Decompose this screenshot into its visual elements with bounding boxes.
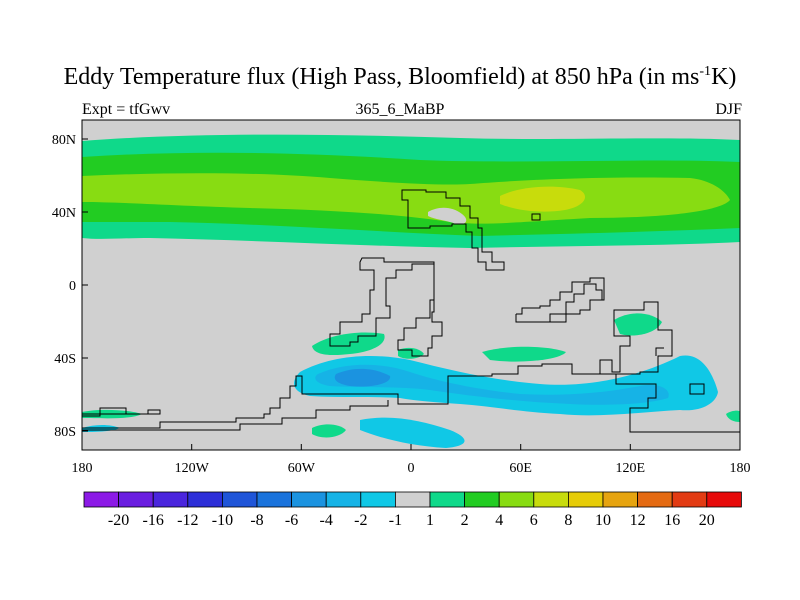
tick-marks xyxy=(81,138,741,450)
east-edge-patch xyxy=(726,410,740,422)
x-tick-label: 180 xyxy=(730,461,751,476)
coastline-africa xyxy=(329,257,443,357)
x-tick-label: 120E xyxy=(616,461,646,476)
colorbar-swatch xyxy=(118,491,154,508)
colorbar-swatch xyxy=(671,491,708,508)
y-tick-label: 80N xyxy=(52,133,76,148)
colorbar-label: 12 xyxy=(630,512,646,529)
season-label: DJF xyxy=(715,101,742,118)
coastline-europe xyxy=(401,189,505,271)
colorbar-label: 4 xyxy=(495,512,503,529)
colorbar-swatch xyxy=(325,491,362,508)
coastline-antarctic-peninsula xyxy=(82,407,161,417)
contour-fills xyxy=(82,134,740,448)
x-tick-label: 0 xyxy=(408,461,415,476)
colorbar-swatch xyxy=(187,491,223,508)
colorbar-swatch xyxy=(602,491,638,508)
north-flux-max xyxy=(500,186,585,212)
colorbar-label: -4 xyxy=(320,512,333,529)
colorbar-swatch xyxy=(637,491,673,508)
colorbar-label: 20 xyxy=(699,512,715,529)
southwest-patch xyxy=(312,424,346,438)
colorbar-label: 16 xyxy=(664,512,680,529)
y-tick-label: 40S xyxy=(54,352,76,367)
south-flux-core xyxy=(315,364,669,405)
colorbar-swatch xyxy=(221,491,258,508)
colorbar-label: -8 xyxy=(250,512,263,529)
x-tick-label: 60E xyxy=(509,461,532,476)
run-label: 365_6_MaBP xyxy=(355,101,445,118)
colorbar-swatch xyxy=(83,491,119,508)
colorbar-label: -6 xyxy=(285,512,298,529)
chart-title: Eddy Temperature flux (High Pass, Bloomf… xyxy=(63,64,737,90)
indian-ocean-patch xyxy=(482,346,566,362)
coastline-pacific-south xyxy=(655,347,664,356)
coastlines xyxy=(82,189,740,433)
colorbar-label: -16 xyxy=(143,512,164,529)
colorbar-labels: -20 -16 -12 -10 -8 -6 -4 -2 -1 1 2 4 6 8 10 12 16 20 xyxy=(108,512,715,529)
coastline-antarctica xyxy=(82,363,740,433)
colorbar-label: 10 xyxy=(595,512,611,529)
colorbar-swatch xyxy=(360,491,396,508)
colorbar-swatch xyxy=(256,491,292,508)
colorbar-swatch xyxy=(498,491,535,508)
colorbar-swatch xyxy=(533,491,569,508)
south-flux-max xyxy=(334,368,391,387)
x-tick-label: 60W xyxy=(288,461,316,476)
colorbar-swatch xyxy=(291,491,327,508)
colorbar-label: -10 xyxy=(212,512,233,529)
y-axis-labels: 80N 40N 0 40S 80S xyxy=(52,133,76,440)
north-flux-inner xyxy=(82,173,730,224)
coastline-east-island xyxy=(689,383,705,395)
y-tick-label: 80S xyxy=(54,425,76,440)
colorbar-swatch xyxy=(152,491,189,508)
colorbar-label: -12 xyxy=(177,512,198,529)
colorbar-label: 1 xyxy=(426,512,434,529)
coastline-asia-south xyxy=(516,277,605,315)
x-axis-labels: 180 120W 60W 0 60E 120E 180 xyxy=(72,461,751,476)
colorbar-label: -20 xyxy=(108,512,129,529)
colorbar-label: -2 xyxy=(354,512,367,529)
coastline-australia xyxy=(599,301,673,375)
colorbar-label: 6 xyxy=(530,512,538,529)
colorbar-swatch xyxy=(464,491,500,508)
experiment-label: Expt = tfGwv xyxy=(82,101,171,118)
coastline-india-asia xyxy=(515,283,603,323)
north-atlantic-negative xyxy=(428,207,467,225)
colorbar-swatch xyxy=(429,491,465,508)
colorbar-label: 8 xyxy=(564,512,572,529)
coastline-small-island xyxy=(531,213,541,221)
australia-patch xyxy=(614,313,662,336)
south-flux-band-tail xyxy=(360,417,465,448)
colorbar-swatch xyxy=(394,491,431,508)
colorbar-swatch xyxy=(706,491,742,508)
x-tick-label: 180 xyxy=(72,461,93,476)
y-tick-label: 0 xyxy=(69,279,76,294)
colorbar xyxy=(83,491,742,508)
y-tick-label: 40N xyxy=(52,206,76,221)
coastline-south-sea xyxy=(82,400,389,431)
colorbar-swatch xyxy=(568,491,604,508)
colorbar-label: -1 xyxy=(389,512,402,529)
colorbar-label: 2 xyxy=(461,512,469,529)
x-tick-label: 120W xyxy=(175,461,210,476)
